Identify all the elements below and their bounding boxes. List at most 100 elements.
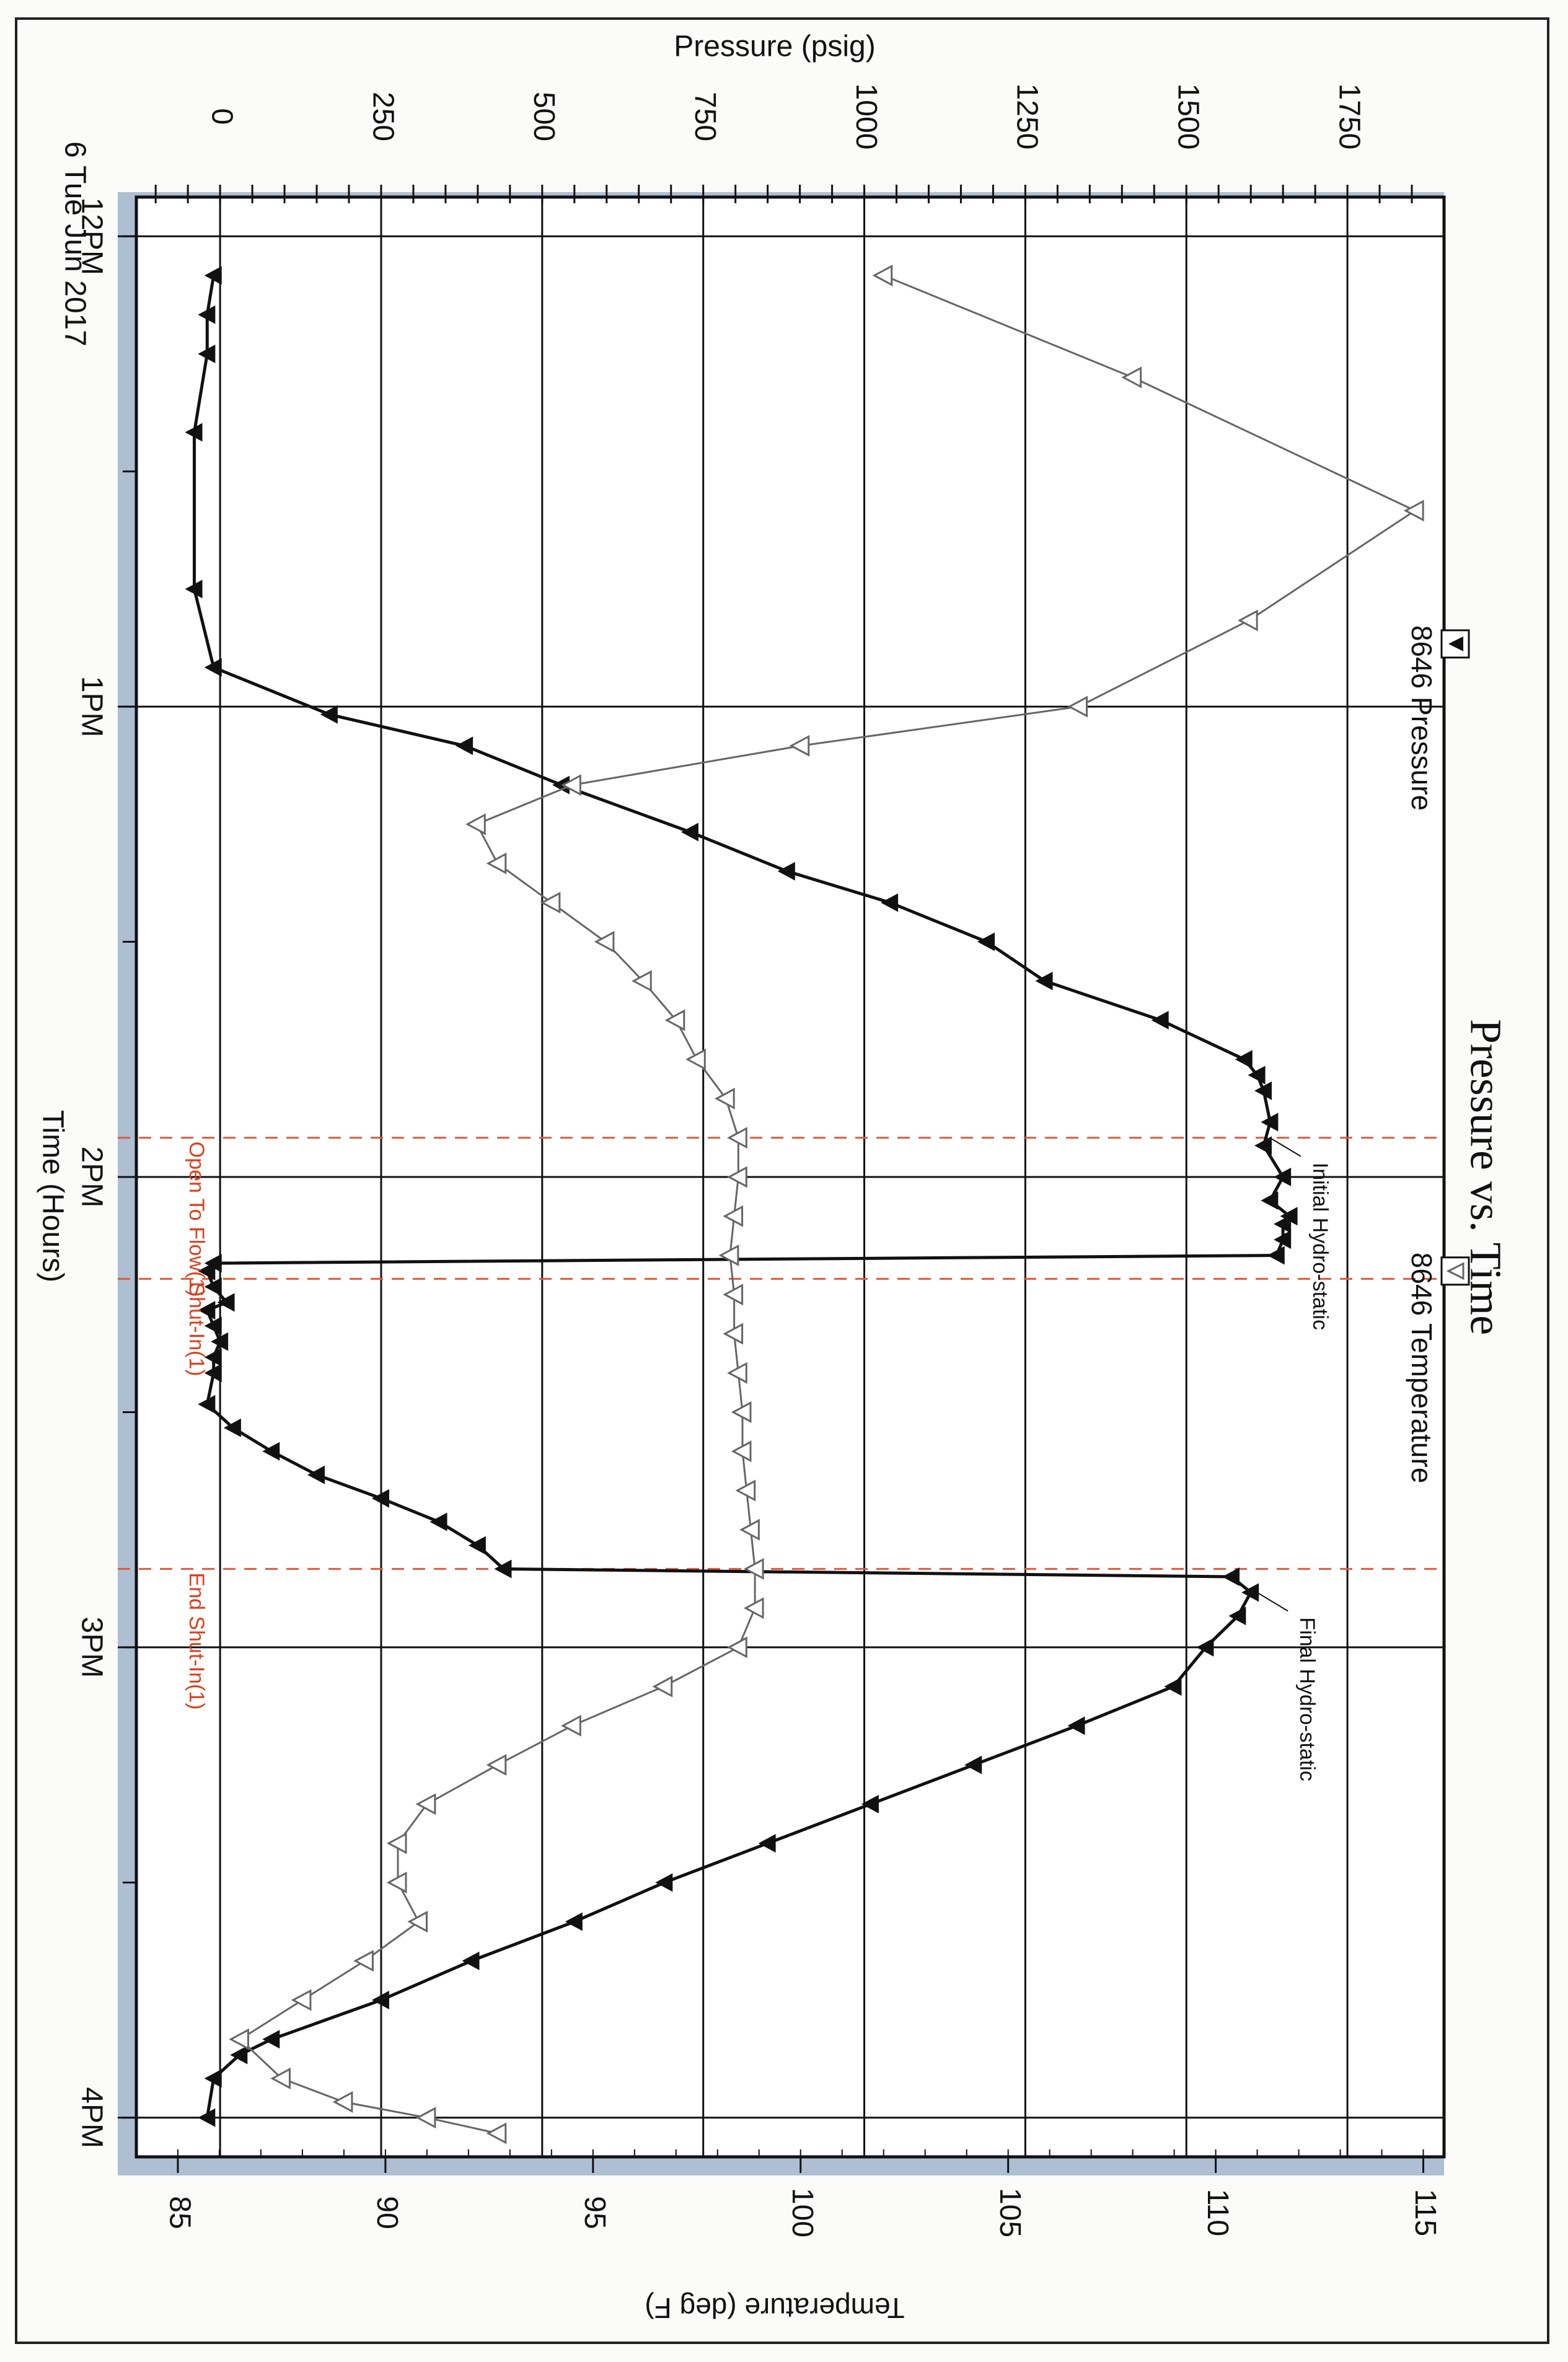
temperature-marker (727, 1636, 747, 1659)
time-tick-label: 4PM (75, 2087, 108, 2148)
pressure-marker (217, 1293, 235, 1312)
temperature-marker (685, 1048, 706, 1070)
pressure-marker (1261, 1113, 1279, 1132)
temperature-marker (652, 1675, 673, 1698)
pressure-marker (1067, 1716, 1085, 1735)
temperature-marker (789, 734, 810, 757)
temperature-marker (1067, 695, 1088, 718)
pressure-marker (861, 1794, 879, 1813)
pressure-tick-label: 1000 (850, 84, 883, 150)
pressure-marker (204, 266, 222, 285)
temperature-marker (1403, 500, 1424, 522)
date-label: 6 Tue Jun 2017 (58, 141, 91, 346)
temperature-marker (718, 1244, 739, 1266)
temperature-marker (735, 1479, 756, 1502)
temperature-marker (540, 891, 561, 914)
pressure-marker (204, 658, 222, 677)
pressure-marker (198, 1301, 216, 1320)
pressure-marker (1267, 1246, 1285, 1265)
temperature-marker (561, 774, 581, 796)
legend-label-temperature: 8646 Temperature (1406, 1253, 1438, 1484)
pressure-marker (1248, 1065, 1266, 1085)
pressure-marker (371, 1489, 389, 1508)
page-border (15, 17, 1549, 2344)
legend-marker-pressure (1448, 636, 1463, 651)
pressure-marker (881, 893, 899, 912)
temperature-marker (1121, 366, 1142, 389)
pressure-marker (230, 2045, 248, 2065)
pressure-marker (223, 1418, 241, 1437)
temperature-marker (739, 1518, 760, 1541)
time-tick-label: 3PM (75, 1617, 108, 1678)
pressure-marker (262, 2030, 280, 2049)
time-tick-label: 12PM (75, 198, 108, 275)
pressure-marker (462, 1951, 480, 1970)
annotation-label: Initial Hydro-static (1308, 1163, 1332, 1330)
temperature-marker (664, 1009, 685, 1031)
pressure-marker (552, 775, 570, 795)
pressure-marker (429, 1512, 447, 1531)
pressure-marker (1254, 1136, 1272, 1155)
temperature-series (229, 264, 1424, 2144)
temperature-marker (731, 1401, 752, 1423)
pressure-tick-label: 500 (527, 92, 560, 141)
pressure-marker (204, 2069, 222, 2088)
event-label: End Shut-In(1) (185, 1572, 208, 1709)
temperature-marker (731, 1440, 752, 1463)
temperature-marker (561, 1714, 581, 1737)
temperature-marker (353, 1950, 374, 1972)
pressure-marker (185, 423, 203, 442)
temperature-tick-label: 100 (786, 2188, 819, 2237)
pressure-marker (494, 1559, 512, 1579)
pressure-marker (198, 1395, 216, 1414)
temperature-tick-label: 105 (993, 2188, 1026, 2237)
pressure-axis-label: Pressure (psig) (674, 30, 875, 63)
time-tick-label: 1PM (75, 676, 108, 738)
pressure-marker (204, 1277, 222, 1297)
pressure-marker (977, 932, 995, 951)
temperature-marker (727, 1127, 747, 1149)
temperature-marker (727, 1166, 747, 1188)
temperature-marker (415, 2107, 436, 2129)
pressure-marker (1274, 1214, 1292, 1233)
pressure-marker (1222, 1567, 1240, 1587)
pressure-tick-label: 1500 (1172, 84, 1205, 150)
pressure-marker (185, 579, 203, 599)
pressure-marker (371, 1991, 389, 2010)
temperature-marker (594, 931, 615, 953)
pressure-marker (468, 1536, 486, 1555)
pressure-tick-label: 1250 (1011, 84, 1044, 150)
pressure-tick-label: 1750 (1332, 84, 1365, 150)
temperature-marker (714, 1088, 735, 1110)
temperature-marker (743, 1558, 764, 1580)
pressure-tick-label: 750 (689, 92, 721, 141)
series-line (193, 275, 1292, 2118)
pressure-marker (211, 1332, 229, 1351)
temperature-tick-label: 110 (1201, 2189, 1234, 2237)
time-tick-label: 2PM (75, 1147, 108, 1208)
pressure-marker (204, 1347, 222, 1367)
temperature-marker (486, 852, 507, 875)
legend-label-pressure: 8646 Pressure (1406, 625, 1438, 811)
temperature-marker (727, 1362, 747, 1384)
pressure-marker (262, 1442, 280, 1461)
annotation-leader (1256, 1592, 1288, 1612)
pressure-marker (204, 1316, 222, 1336)
temperature-marker (723, 1284, 744, 1306)
temperature-marker (291, 1989, 312, 2011)
pressure-marker (1235, 1050, 1253, 1069)
temperature-marker (632, 970, 652, 992)
pressure-marker (1274, 1230, 1292, 1249)
axis-ticks (123, 185, 1425, 2173)
pressure-marker (655, 1873, 673, 1892)
temperature-marker (270, 2068, 291, 2090)
grid-lines (118, 197, 1444, 2157)
temperature-tick-label: 85 (163, 2196, 196, 2229)
temperature-marker (872, 264, 893, 286)
event-label: Shut-In(1) (185, 1282, 208, 1376)
pressure-marker (307, 1465, 325, 1484)
pressure-marker (456, 736, 473, 756)
temperature-marker (723, 1205, 744, 1227)
